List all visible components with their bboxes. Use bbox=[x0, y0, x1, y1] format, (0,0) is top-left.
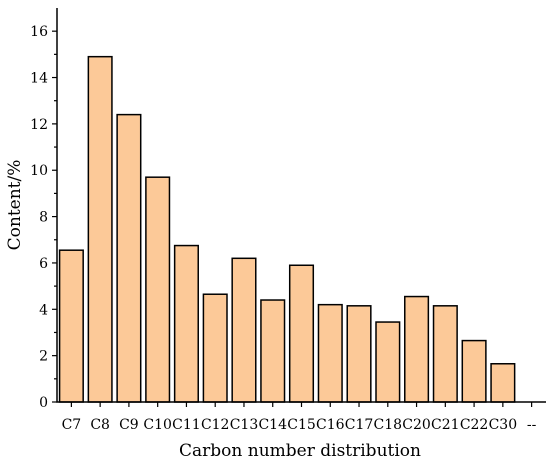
x-tick-label: C13 bbox=[230, 417, 259, 433]
y-tick-label: 8 bbox=[39, 210, 48, 226]
y-tick-label: 0 bbox=[39, 395, 48, 411]
x-tick-label: C9 bbox=[119, 417, 139, 433]
bar-c13 bbox=[231, 257, 257, 403]
bar-c15 bbox=[288, 264, 315, 403]
x-tick-label: C18 bbox=[374, 417, 403, 433]
bar-c9 bbox=[116, 113, 142, 403]
y-tick-label: 14 bbox=[30, 71, 48, 87]
x-tick-label: C21 bbox=[431, 417, 460, 433]
bar-c18 bbox=[375, 321, 401, 403]
bar-c30 bbox=[490, 363, 516, 403]
y-tick-label: 4 bbox=[39, 302, 48, 318]
x-tick-label: C15 bbox=[287, 417, 316, 433]
x-axis-ticks: C7 C8 C9 C10 C11 C12 C13 C14 C15 C16 C17 C18 C20 C21 C… bbox=[62, 402, 537, 433]
bar-c16 bbox=[317, 303, 343, 403]
y-tick-label: 2 bbox=[39, 349, 48, 365]
y-tick-label: 6 bbox=[39, 256, 48, 272]
x-tick-label: C17 bbox=[345, 417, 374, 433]
bar-c11 bbox=[173, 244, 199, 403]
bars bbox=[58, 55, 516, 403]
x-tick-label: C16 bbox=[316, 417, 345, 433]
x-tick-label: C10 bbox=[143, 417, 172, 433]
bar-c8 bbox=[87, 55, 113, 403]
x-tick-label: C30 bbox=[489, 417, 518, 433]
x-tick-label: C8 bbox=[90, 417, 110, 433]
bar-c12 bbox=[202, 293, 228, 403]
x-tick-label: C11 bbox=[172, 417, 201, 433]
bar-c22 bbox=[461, 339, 487, 403]
x-tick-label: -- bbox=[527, 417, 537, 433]
y-axis-ticks: 0 2 4 6 8 10 12 14 16 bbox=[30, 24, 57, 411]
x-tick-label: C14 bbox=[258, 417, 287, 433]
y-tick-label: 12 bbox=[30, 117, 48, 133]
x-axis-title: Carbon number distribution bbox=[179, 441, 421, 461]
y-axis-title: Content/% bbox=[5, 160, 25, 251]
x-tick-label: C7 bbox=[62, 417, 82, 433]
x-tick-label: C22 bbox=[460, 417, 489, 433]
y-tick-label: 10 bbox=[30, 163, 48, 179]
bar-c14 bbox=[260, 299, 286, 403]
axis-frame bbox=[56, 8, 546, 403]
bar-c10 bbox=[145, 176, 171, 403]
bar-c7 bbox=[58, 249, 84, 403]
x-tick-label: C20 bbox=[402, 417, 431, 433]
x-tick-label: C12 bbox=[201, 417, 230, 433]
bar-c21 bbox=[432, 305, 458, 403]
y-tick-label: 16 bbox=[30, 24, 48, 40]
bar-c20 bbox=[404, 295, 430, 403]
bar-c17 bbox=[346, 305, 372, 403]
